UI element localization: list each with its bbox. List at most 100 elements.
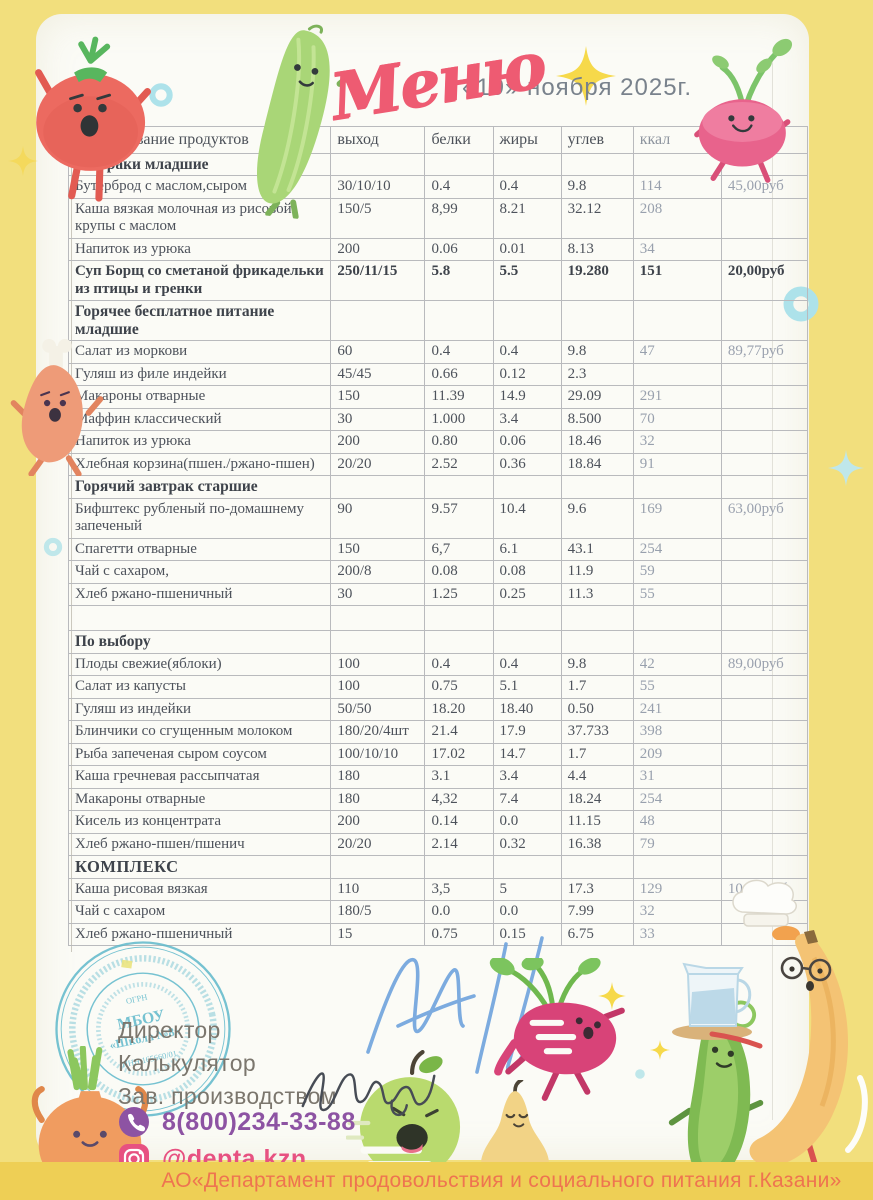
cell-kcal: 91	[632, 452, 722, 476]
cell-carbs: 4.4	[560, 765, 634, 789]
cell-protein: 5.8	[424, 260, 494, 301]
cell-kcal: 32	[632, 430, 722, 454]
cell-carbs: 6.75	[560, 922, 634, 946]
cell-kcal: 33	[632, 922, 722, 946]
cell-carbs: 9.8	[560, 340, 634, 364]
cell-kcal: 129	[632, 877, 722, 901]
cell-carbs	[560, 630, 634, 654]
cell-out: 200	[330, 430, 426, 454]
table-row: Хлеб ржано-пшеничный 15 0.75 0.15 6.75 33	[67, 922, 809, 946]
cell-protein: 0.75	[424, 922, 494, 946]
cell-protein	[424, 475, 494, 499]
cell-carbs: 11.15	[560, 810, 634, 834]
table-row: Рыба запеченая сыром соусом 100/10/10 17.0…	[67, 742, 809, 766]
table-row: Хлеб ржано-пшеничный 30 1.25 0.25 11.3 55	[67, 582, 809, 606]
table-row: Спагетти отварные 150 6,7 6.1 43.1 254	[67, 537, 809, 561]
cell-name: Суп Борщ со сметаной фрикадельки из птиц…	[67, 260, 332, 301]
cell-protein: 2.52	[424, 452, 494, 476]
table-row: Чай с сахаром 180/5 0.0 0.0 7.99 32	[67, 900, 809, 924]
cell-out: 90	[330, 497, 426, 539]
menu-table: Наименование продуктов выход белки жиры угле…	[67, 126, 809, 946]
cell-name: Салат из капусты	[67, 675, 332, 699]
cell-carbs: 19.280	[560, 260, 634, 301]
table-row: Салат из капусты 100 0.75 5.1 1.7 55	[67, 675, 809, 699]
cell-out	[330, 475, 426, 499]
cell-kcal: 79	[632, 832, 722, 856]
cell-price	[720, 605, 809, 631]
banana-waiter-character	[664, 928, 873, 1194]
cell-fat: 17.9	[492, 720, 562, 744]
radish-character	[686, 26, 804, 198]
cell-fat: 0.4	[492, 652, 562, 676]
cell-protein: 17.02	[424, 742, 494, 766]
phone-icon	[118, 1106, 150, 1138]
cell-carbs: 9.6	[560, 497, 634, 539]
sparkle-icon	[650, 1040, 670, 1060]
cell-price	[720, 720, 809, 744]
section-row: КОМПЛЕКС	[67, 855, 809, 879]
chicken-drumstick-character	[2, 338, 108, 476]
cell-price	[720, 430, 809, 454]
cell-name: Макароны отварные	[67, 385, 332, 409]
cell-price	[720, 407, 809, 431]
cell-carbs: 11.9	[560, 560, 634, 584]
cell-price: 89,77руб	[720, 340, 809, 364]
manager-signature	[293, 1043, 442, 1129]
cell-carbs: 17.3	[560, 877, 634, 901]
cell-fat: 14.7	[492, 742, 562, 766]
cell-name: Горячий завтрак старшие	[67, 475, 332, 499]
table-row: Хлебная корзина(пшен./ржано-пшен) 20/20 2.…	[67, 452, 809, 476]
table-row: Напиток из урюка 200 0.80 0.06 18.46 32	[67, 430, 809, 454]
cell-name: По выбору	[67, 630, 332, 654]
cell-out	[330, 152, 426, 176]
sparkle-icon	[556, 46, 616, 106]
cell-protein: 1.25	[424, 582, 494, 606]
cell-carbs: 9.8	[560, 652, 634, 676]
cell-kcal: 114	[632, 175, 722, 199]
cell-price	[720, 560, 809, 584]
cell-out: 100/10/10	[330, 742, 426, 766]
cell-fat	[492, 152, 562, 176]
table-row: Чай с сахаром, 200/8 0.08 0.08 11.9 59	[67, 560, 809, 584]
cell-protein: 6,7	[424, 537, 494, 561]
cell-price	[720, 362, 809, 386]
cell-carbs	[560, 855, 634, 879]
beet-character	[480, 958, 644, 1110]
cell-carbs: 32.12	[560, 197, 634, 239]
cell-name: Напиток из урюка	[67, 430, 332, 454]
cell-carbs: 0.50	[560, 697, 634, 721]
table-row: Гуляш из индейки 50/50 18.20 18.40 0.50 241	[67, 697, 809, 721]
cell-kcal: 70	[632, 407, 722, 431]
cell-kcal: 291	[632, 385, 722, 409]
table-row: Напиток из урюка 200 0.06 0.01 8.13 34	[67, 237, 809, 261]
cell-fat: 0.01	[492, 237, 562, 261]
section-row: Горячий завтрак старшие	[67, 475, 809, 499]
cell-out: 200	[330, 237, 426, 261]
cell-out: 150/5	[330, 197, 426, 239]
cell-fat: 0.4	[492, 340, 562, 364]
cell-price	[720, 582, 809, 606]
column-header-2: белки	[424, 126, 494, 154]
menu-date: «19» ноября 2025г.	[462, 74, 693, 101]
cell-protein: 9.57	[424, 497, 494, 539]
spacer-row	[67, 605, 809, 631]
cell-out: 110	[330, 877, 426, 901]
cell-kcal: 55	[632, 675, 722, 699]
cell-out: 180/20/4шт	[330, 720, 426, 744]
cell-name: Рыба запеченая сыром соусом	[67, 742, 332, 766]
table-row: Хлеб ржано-пшен/пшенич 20/20 2.14 0.32 16.38…	[67, 832, 809, 856]
cell-fat	[492, 630, 562, 654]
signature-labels: Директор Калькулятор Зав. производством	[118, 1014, 337, 1113]
cell-protein: 0.66	[424, 362, 494, 386]
cell-fat: 7.4	[492, 787, 562, 811]
cell-fat: 0.4	[492, 175, 562, 199]
cell-out: 15	[330, 922, 426, 946]
cell-kcal: 34	[632, 237, 722, 261]
cell-fat: 3.4	[492, 407, 562, 431]
cell-fat	[492, 475, 562, 499]
cell-price	[720, 765, 809, 789]
cell-kcal: 398	[632, 720, 722, 744]
cell-price	[720, 452, 809, 476]
cell-price: 89,00руб	[720, 652, 809, 676]
